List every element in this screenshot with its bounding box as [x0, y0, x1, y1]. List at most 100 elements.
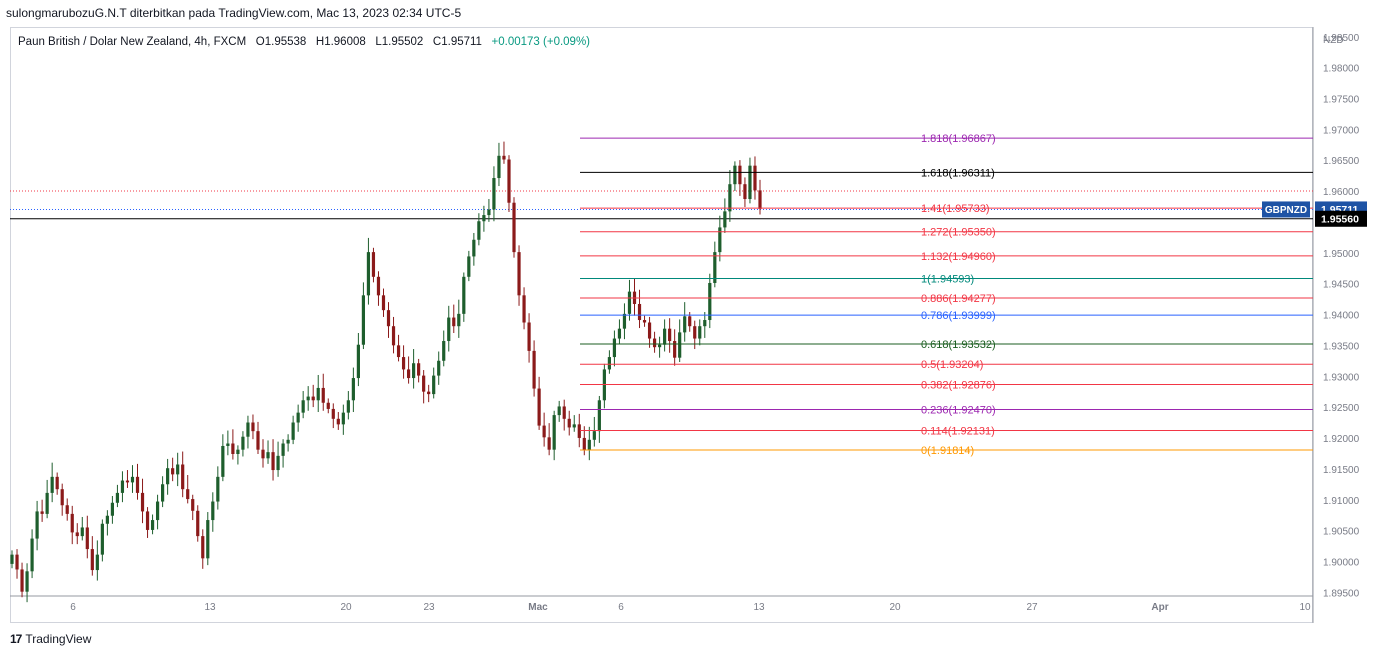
candle-body — [246, 422, 250, 437]
candle — [10, 550, 14, 569]
candle-body — [432, 375, 436, 395]
candle-body — [663, 328, 667, 345]
candle-body — [678, 332, 682, 358]
candle — [557, 400, 561, 422]
y-tick-label: 1.98000 — [1323, 64, 1360, 75]
candle-body — [60, 489, 64, 506]
candle-body — [181, 464, 185, 490]
legend-open: O1.95538 — [255, 36, 307, 48]
candle-body — [201, 536, 205, 559]
candle — [401, 345, 406, 379]
candle-body — [376, 276, 381, 296]
candle-body — [502, 155, 506, 160]
candle — [587, 426, 591, 461]
candle-body — [497, 155, 501, 179]
candle-body — [276, 455, 280, 471]
candle-body — [256, 431, 260, 450]
y-tick-label: 1.90500 — [1323, 527, 1360, 538]
candle — [632, 278, 637, 316]
candle-body — [698, 326, 702, 339]
candle-body — [326, 402, 330, 409]
candle — [517, 245, 521, 306]
price-tag-value: 1.95560 — [1321, 213, 1359, 225]
candle — [251, 414, 255, 440]
candle-body — [703, 320, 707, 327]
candle-body — [306, 396, 310, 401]
candle-body — [371, 252, 376, 277]
candle — [100, 519, 104, 562]
legend-high: H1.96008 — [315, 36, 366, 48]
candle-body — [296, 412, 300, 423]
candle-body — [381, 295, 386, 311]
candle-body — [216, 476, 220, 502]
candle — [462, 272, 466, 322]
candle — [15, 549, 19, 579]
candle — [753, 156, 757, 200]
candle-body — [341, 412, 345, 425]
candle — [713, 241, 717, 288]
candle — [361, 282, 366, 350]
fib-level-label: 0.618(1.93532) — [921, 339, 996, 351]
candle-body — [20, 569, 24, 592]
candle-body — [155, 501, 160, 521]
x-tick-label: 6 — [70, 602, 76, 613]
candle — [291, 415, 295, 445]
candle — [698, 319, 702, 346]
candle-body — [231, 443, 235, 454]
candle-body — [622, 313, 627, 329]
candle — [171, 457, 175, 482]
candle — [105, 510, 109, 536]
candle-body — [743, 184, 747, 200]
candle-body — [406, 369, 411, 379]
candle — [412, 349, 416, 389]
candle-body — [186, 489, 190, 500]
candle-body — [472, 239, 476, 257]
candle — [201, 529, 205, 569]
candle-body — [396, 345, 401, 358]
candle — [663, 319, 667, 352]
candle — [723, 198, 727, 233]
y-tick-label: 1.94500 — [1323, 280, 1360, 291]
candle — [236, 445, 240, 465]
candle — [542, 412, 546, 447]
candle-body — [145, 511, 150, 530]
candle-body — [191, 499, 195, 511]
candle — [115, 484, 120, 508]
candle — [607, 350, 611, 374]
candle — [40, 499, 44, 522]
candle — [130, 465, 135, 493]
candle — [50, 462, 54, 503]
candle — [572, 415, 576, 432]
candle-body — [125, 480, 130, 483]
candle-body — [587, 439, 591, 450]
candle-body — [196, 510, 200, 537]
legend-close: C1.95711 — [432, 36, 482, 48]
candle — [512, 197, 516, 258]
candle — [55, 472, 59, 495]
candle — [386, 302, 391, 338]
candle-body — [693, 326, 697, 339]
candle — [728, 170, 732, 222]
fib-level-label: 1.818(1.96867) — [921, 133, 996, 145]
candle — [627, 279, 632, 321]
candle — [748, 157, 752, 204]
candle — [487, 199, 491, 222]
candle-body — [527, 322, 531, 351]
candle — [477, 213, 481, 246]
y-tick-label: 1.98500 — [1323, 33, 1360, 44]
candle — [221, 434, 225, 482]
brand-name: TradingView — [25, 632, 92, 646]
candle — [502, 141, 506, 164]
candle-body — [100, 523, 104, 555]
candle — [211, 492, 215, 532]
candle — [186, 474, 190, 504]
candle-body — [532, 350, 536, 389]
tradingview-brand[interactable]: 17 TradingView — [10, 632, 91, 646]
candle — [406, 356, 411, 384]
candle — [673, 329, 677, 366]
y-tick-label: 1.95000 — [1323, 249, 1360, 260]
candle-body — [80, 527, 84, 537]
candle-body — [150, 520, 155, 530]
candle-body — [65, 505, 69, 514]
